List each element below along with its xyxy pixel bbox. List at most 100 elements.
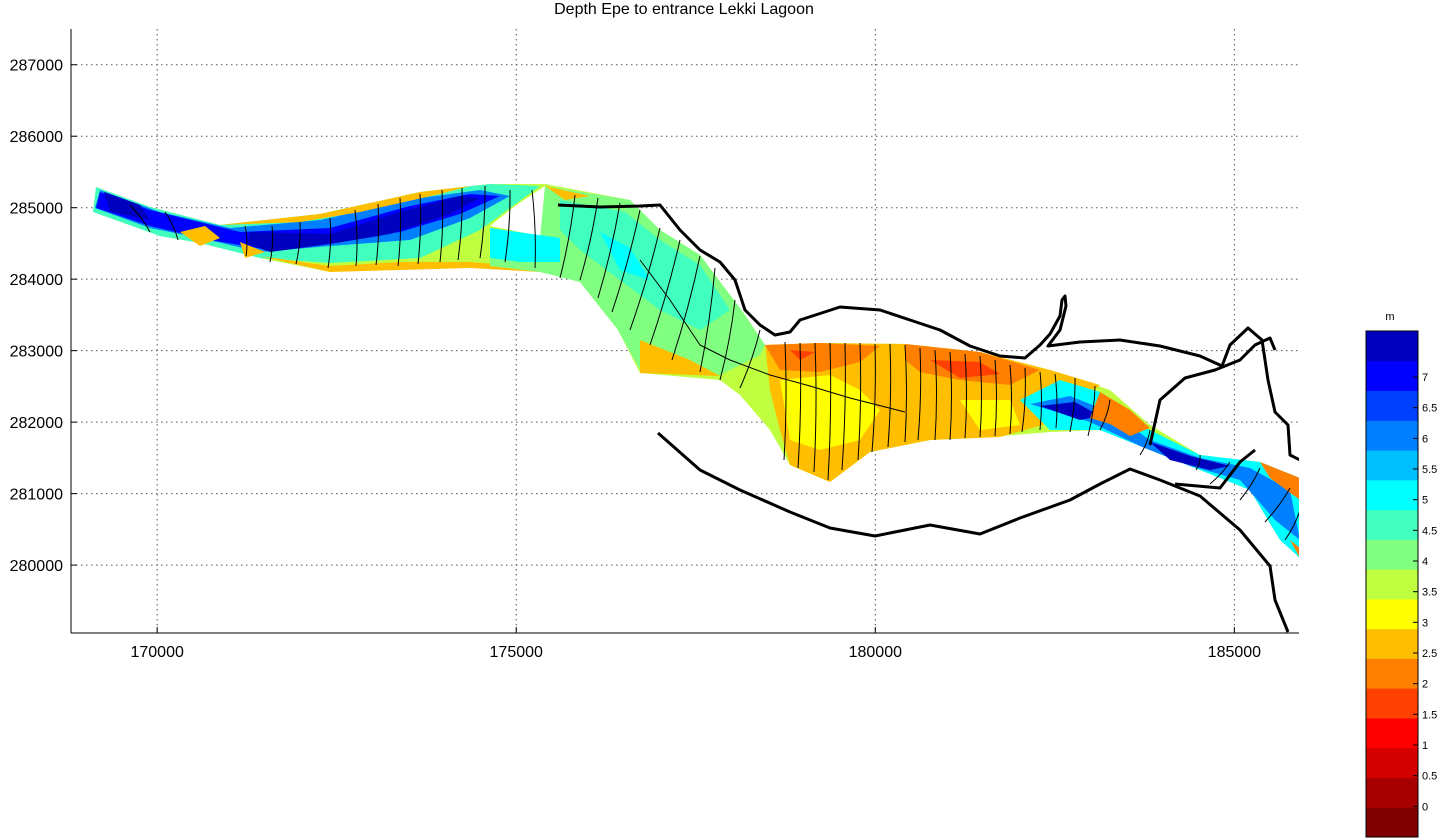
survey-transect-line [327,217,332,269]
survey-transect-line [629,227,661,331]
survey-transect-line [871,343,876,453]
survey-transect-line [1195,454,1201,471]
x-tick-label: 170000 [130,644,183,661]
colorbar-segment [1366,450,1418,481]
colorbar-tick-label: 4.5 [1422,525,1437,537]
depth-field-lower-channel [1020,380,1299,558]
y-tick-label: 280000 [10,558,63,575]
colorbar-tick-label: 5.5 [1422,464,1437,476]
survey-transect-line [1039,371,1042,431]
colorbar-tick-label: 0.5 [1422,771,1437,783]
survey-transect-line [964,353,967,439]
survey-transect-line [559,194,576,279]
survey-transect-line [857,342,862,461]
y-tick-label: 285000 [10,201,63,218]
y-tick-label: 283000 [10,344,63,361]
depth-surface [93,184,1299,558]
north-shoreline [557,203,1299,462]
survey-transect-line [1021,367,1026,433]
x-tick-labels: 170000 175000 180000 185000 [130,627,1261,661]
survey-transect-line [949,351,952,441]
colorbar-tick-label: 0 [1422,801,1428,813]
depth-field-middle-cyan [560,200,730,330]
y-tick-label: 286000 [10,129,63,146]
survey-transect-line [504,189,511,263]
survey-transect-line [994,359,997,437]
survey-transect-line [917,347,922,441]
survey-transect-line [739,329,761,389]
survey-transect-line [417,193,422,265]
colorbar-segment [1366,539,1418,570]
y-tick-label: 284000 [10,272,63,289]
shorelines [557,203,1299,633]
y-tick-label: 281000 [10,487,63,504]
survey-transect-line [1054,373,1058,429]
channel-centerline [639,259,906,413]
survey-transect-line [164,211,179,241]
survey-transect-line [934,349,937,441]
colorbar-segment [1366,628,1418,659]
survey-transect-line [439,189,444,263]
survey-transect-line [1009,364,1012,435]
colorbar-segment [1366,360,1418,392]
survey-transect-line [1139,429,1151,456]
survey-transect-line [797,342,802,469]
colorbar-unit: m [1385,311,1394,323]
survey-transect-line [827,342,832,481]
survey-transect-line [1284,511,1299,541]
colorbar-tick-label: 1.5 [1422,709,1437,721]
colorbar-tick-label: 6 [1422,433,1428,445]
survey-transect-line [597,202,621,299]
survey-transect-line [1209,461,1231,485]
depth-field-lower-shallow [1090,392,1299,557]
colorbar-tick-label: 6.5 [1422,403,1437,415]
chart-title: Depth Epe to entrance Lekki Lagoon [554,1,814,18]
survey-transect-line [979,355,982,438]
survey-transect-line [1239,467,1261,501]
colorbar-tick-labels: 7 6.5 6 5.5 5 4.5 4 3.5 3 2.5 2 1.5 1 0.5 0 [1413,372,1437,813]
colorbar-segment [1366,598,1418,630]
colorbar-tick-label: 4 [1422,556,1428,568]
survey-transect-line [904,344,907,443]
survey-transect-line [457,187,463,261]
survey-transect-line [699,267,716,373]
depth-field-middle-cyan-2 [490,228,650,280]
survey-transect-line [841,342,846,471]
survey-transects [129,185,1299,541]
survey-transect-line [649,239,681,346]
colorbar-segment [1366,390,1418,421]
survey-transect-line [531,189,536,269]
survey-transect-line [1087,385,1096,437]
survey-transect-line [719,299,736,381]
y-tick-label: 287000 [10,58,63,75]
colorbar-segment [1366,658,1418,689]
survey-transect-line [354,209,358,267]
colorbar-segment [1366,479,1418,511]
colorbar [1365,330,1419,838]
colorbar-segment [1366,331,1418,362]
survey-transect-line [1264,487,1291,523]
east-bank-shoreline [1174,448,1256,490]
survey-transect-line [611,209,641,313]
survey-transect-line [295,221,301,265]
colorbar-tick-label: 7 [1422,372,1428,384]
colorbar-segment [1366,717,1418,749]
survey-transect-line [269,225,274,263]
colorbar-tick-label: 5 [1422,495,1428,507]
survey-transect-line [1069,377,1076,433]
survey-transect-line [1099,399,1111,431]
depth-field-upper-edge-top [220,186,470,225]
survey-transect-line [783,341,787,461]
colorbar-tick-label: 3.5 [1422,587,1437,599]
colorbar-segment [1366,807,1418,838]
colorbar-segment [1366,509,1418,540]
colorbar-segment [1366,420,1418,451]
depth-field-upper-edge-left [180,226,265,258]
colorbar-segment [1366,569,1418,600]
colorbar-frame [1365,330,1419,838]
survey-transect-line [129,204,151,233]
survey-transect-line [813,342,817,473]
colorbar-segment [1366,747,1418,778]
depth-field-lower-deep-2 [1040,402,1230,470]
